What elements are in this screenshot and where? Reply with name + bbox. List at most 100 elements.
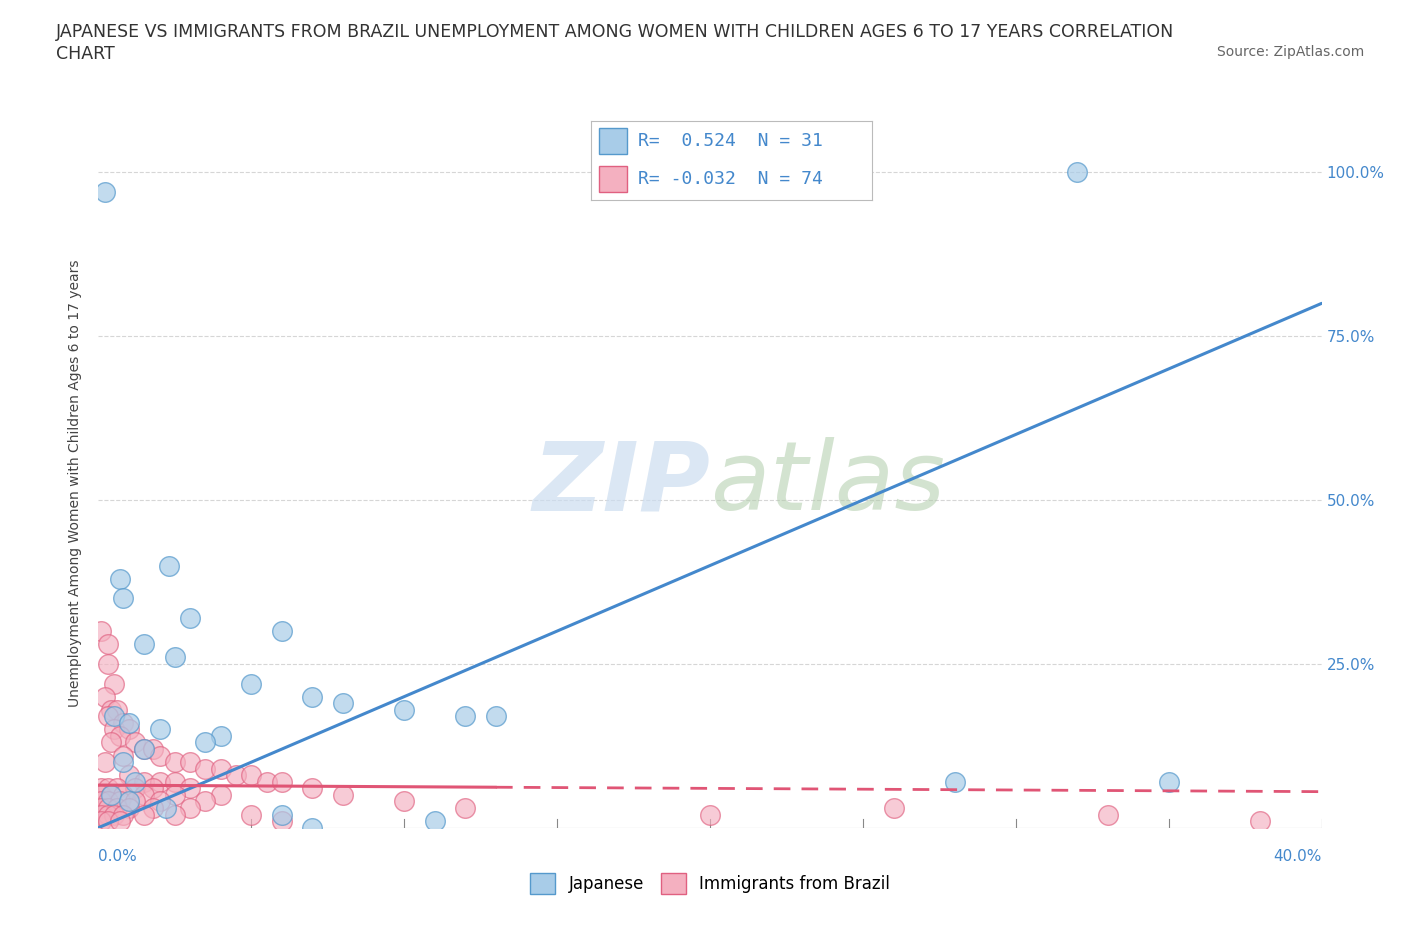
Point	[118, 794, 141, 809]
Point	[97, 807, 120, 822]
Point	[111, 715, 134, 730]
Point	[209, 728, 232, 743]
Point	[100, 788, 122, 803]
Text: R=  0.524  N = 31: R= 0.524 N = 31	[638, 132, 823, 150]
Point	[118, 801, 141, 816]
Point	[111, 788, 134, 803]
Point	[103, 807, 125, 822]
Point	[699, 807, 721, 822]
Point	[149, 794, 172, 809]
Text: 40.0%: 40.0%	[1274, 849, 1322, 864]
Point	[194, 735, 217, 750]
Point	[90, 781, 112, 796]
Point	[240, 676, 263, 691]
Point	[1097, 807, 1119, 822]
Point	[270, 807, 292, 822]
Point	[163, 807, 186, 822]
Point	[270, 624, 292, 639]
Point	[97, 801, 120, 816]
Point	[134, 741, 156, 756]
Text: JAPANESE VS IMMIGRANTS FROM BRAZIL UNEMPLOYMENT AMONG WOMEN WITH CHILDREN AGES 6: JAPANESE VS IMMIGRANTS FROM BRAZIL UNEMP…	[56, 23, 1174, 41]
Point	[105, 781, 128, 796]
Point	[157, 558, 180, 573]
Point	[454, 801, 477, 816]
Point	[423, 814, 446, 829]
Point	[256, 775, 278, 790]
Point	[270, 814, 292, 829]
Point	[149, 775, 172, 790]
Point	[179, 755, 201, 770]
Point	[194, 794, 217, 809]
Point	[97, 814, 120, 829]
Text: Source: ZipAtlas.com: Source: ZipAtlas.com	[1216, 45, 1364, 59]
Point	[108, 571, 131, 586]
Bar	[599, 166, 627, 193]
Point	[142, 781, 165, 796]
Point	[179, 781, 201, 796]
Point	[118, 768, 141, 783]
Point	[90, 624, 112, 639]
Point	[134, 807, 156, 822]
Point	[105, 801, 128, 816]
Point	[108, 728, 131, 743]
Point	[209, 762, 232, 777]
Point	[332, 788, 354, 803]
Point	[111, 755, 134, 770]
Point	[301, 781, 323, 796]
Point	[454, 709, 477, 724]
Point	[108, 794, 131, 809]
Point	[142, 741, 165, 756]
Point	[93, 689, 115, 704]
Point	[97, 781, 120, 796]
Point	[93, 184, 115, 199]
Point	[103, 722, 125, 737]
Point	[943, 775, 966, 790]
Point	[163, 755, 186, 770]
Point	[100, 735, 122, 750]
Point	[332, 696, 354, 711]
Point	[134, 741, 156, 756]
Point	[163, 775, 186, 790]
Point	[103, 709, 125, 724]
Point	[124, 781, 146, 796]
Point	[194, 762, 217, 777]
Point	[103, 676, 125, 691]
Point	[485, 709, 508, 724]
Point	[225, 768, 247, 783]
Point	[1157, 775, 1180, 790]
Point	[134, 637, 156, 652]
Point	[134, 788, 156, 803]
Point	[111, 748, 134, 763]
Point	[118, 715, 141, 730]
Point	[209, 788, 232, 803]
Point	[392, 702, 416, 717]
Point	[149, 722, 172, 737]
Y-axis label: Unemployment Among Women with Children Ages 6 to 17 years: Unemployment Among Women with Children A…	[69, 259, 83, 708]
Point	[93, 755, 115, 770]
Point	[90, 788, 112, 803]
Point	[90, 794, 112, 809]
Point	[240, 807, 263, 822]
Point	[108, 814, 131, 829]
Point	[142, 801, 165, 816]
Point	[163, 650, 186, 665]
Point	[124, 735, 146, 750]
Point	[179, 801, 201, 816]
Point	[149, 748, 172, 763]
Text: CHART: CHART	[56, 45, 115, 62]
Text: 0.0%: 0.0%	[98, 849, 138, 864]
Point	[240, 768, 263, 783]
Point	[1249, 814, 1271, 829]
Point	[883, 801, 905, 816]
Text: ZIP: ZIP	[531, 437, 710, 530]
Point	[270, 775, 292, 790]
Point	[163, 788, 186, 803]
Point	[1066, 165, 1088, 179]
Point	[90, 814, 112, 829]
Point	[111, 591, 134, 605]
Point	[97, 637, 120, 652]
Point	[124, 794, 146, 809]
Point	[155, 801, 177, 816]
Point	[105, 702, 128, 717]
Point	[100, 788, 122, 803]
